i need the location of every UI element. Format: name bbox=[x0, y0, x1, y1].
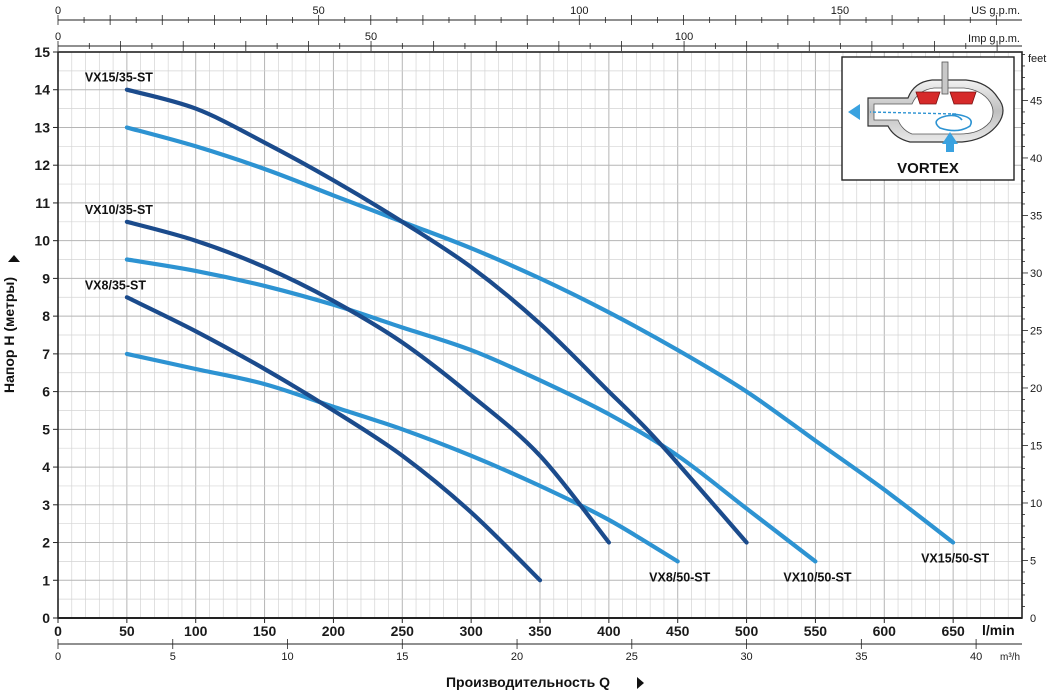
y-axis-arrow-icon bbox=[8, 255, 20, 262]
y-tick-label: 3 bbox=[42, 497, 50, 513]
vortex-label: VORTEX bbox=[897, 160, 959, 177]
secondary-tick-label: 0 bbox=[55, 5, 61, 17]
secondary-tick-label: 100 bbox=[675, 31, 693, 43]
y-tick-label: 12 bbox=[34, 157, 50, 173]
y-tick-label: 6 bbox=[42, 384, 50, 400]
x-tick-label: 450 bbox=[666, 623, 690, 639]
y-tick-label: 11 bbox=[35, 195, 50, 211]
inlet-arrow-icon bbox=[942, 132, 958, 144]
y-tick-label: 13 bbox=[34, 119, 50, 135]
imp-gpm-unit: Imp g.p.m. bbox=[968, 33, 1020, 45]
x-tick-label: 350 bbox=[528, 623, 552, 639]
us-gpm-axis: 0 50 100 150 bbox=[55, 5, 1022, 25]
feet-tick-label: 0 bbox=[1030, 613, 1036, 625]
secondary-tick-label: 10 bbox=[281, 651, 293, 663]
impeller-blade-icon bbox=[915, 91, 941, 105]
imp-gpm-axis: 0 50 100 bbox=[55, 31, 1022, 51]
y-tick-label: 0 bbox=[42, 610, 50, 626]
x-axis-arrow-icon bbox=[637, 677, 644, 689]
curves bbox=[124, 87, 956, 583]
feet-tick-label: 35 bbox=[1030, 210, 1042, 222]
curve-vx15-35-st bbox=[124, 87, 611, 394]
y-tick-label: 4 bbox=[42, 459, 50, 475]
secondary-tick-label: 25 bbox=[626, 651, 638, 663]
curve-label-vx10-50-st: VX10/50-ST bbox=[783, 570, 851, 584]
x-tick-label: 650 bbox=[941, 623, 965, 639]
curve-label-vx15-50-st: VX15/50-ST bbox=[921, 552, 989, 566]
secondary-tick-label: 100 bbox=[570, 5, 588, 17]
feet-tick-label: 15 bbox=[1030, 440, 1042, 452]
secondary-tick-label: 5 bbox=[170, 651, 176, 663]
y-tick-label: 2 bbox=[42, 535, 50, 551]
x-tick-label: 0 bbox=[54, 623, 62, 639]
feet-tick-label: 10 bbox=[1030, 498, 1042, 510]
curve-vx8-50-st bbox=[124, 351, 680, 564]
secondary-tick-label: 0 bbox=[55, 31, 61, 43]
curve-label-vx15-35-st: VX15/35-ST bbox=[85, 71, 153, 85]
x-tick-label: 600 bbox=[873, 623, 897, 639]
curve-label-vx8-50-st: VX8/50-ST bbox=[649, 570, 711, 584]
secondary-tick-label: 15 bbox=[396, 651, 408, 663]
secondary-tick-label: 0 bbox=[55, 651, 61, 663]
feet-tick-label: 5 bbox=[1030, 555, 1036, 567]
feet-axis: 0 5 10 15 20 25 30 35 40 45 bbox=[1022, 54, 1042, 625]
m3h-axis: 0 5 10 15 20 25 30 35 40 bbox=[55, 639, 1022, 663]
curve-vx10-35-st bbox=[124, 219, 611, 545]
curve-labels: VX15/35-ST VX10/35-ST VX8/35-ST VX8/50-ST VX… bbox=[85, 71, 990, 585]
outlet-arrow-icon bbox=[848, 104, 860, 120]
secondary-tick-label: 35 bbox=[855, 651, 867, 663]
y-tick-label: 15 bbox=[34, 44, 50, 60]
y-tick-label: 7 bbox=[42, 346, 50, 362]
y-tick-label: 1 bbox=[42, 572, 50, 588]
feet-tick-label: 25 bbox=[1030, 325, 1042, 337]
secondary-tick-label: 40 bbox=[970, 651, 982, 663]
x-tick-label: 400 bbox=[597, 623, 621, 639]
y-tick-label: 8 bbox=[42, 308, 50, 324]
y-tick-label: 5 bbox=[42, 421, 50, 437]
y-tick-label: 14 bbox=[34, 82, 50, 98]
flow-line-icon bbox=[869, 111, 957, 115]
x-tick-label: 200 bbox=[322, 623, 346, 639]
us-gpm-unit: US g.p.m. bbox=[971, 5, 1020, 17]
impeller-blade-icon bbox=[949, 91, 977, 105]
x-tick-label: 150 bbox=[253, 623, 277, 639]
secondary-tick-label: 30 bbox=[740, 651, 752, 663]
y-tick-label: 9 bbox=[42, 270, 50, 286]
y-axis-title: Напор H (метры) bbox=[1, 277, 17, 393]
x-tick-label: 500 bbox=[735, 623, 759, 639]
x-tick-label: 300 bbox=[459, 623, 483, 639]
x-tick-label: 550 bbox=[804, 623, 828, 639]
secondary-tick-label: 50 bbox=[365, 31, 377, 43]
x-axis-title: Производительность Q bbox=[446, 674, 610, 690]
secondary-tick-label: 150 bbox=[831, 5, 849, 17]
x-tick-label: 100 bbox=[184, 623, 208, 639]
feet-tick-label: 40 bbox=[1030, 153, 1042, 165]
curve-label-vx8-35-st: VX8/35-ST bbox=[85, 278, 147, 292]
vortex-swirl-icon bbox=[935, 113, 972, 132]
vortex-inset: VORTEX bbox=[841, 56, 1015, 181]
x-tick-label: 50 bbox=[119, 623, 135, 639]
feet-tick-label: 30 bbox=[1030, 268, 1042, 280]
x-tick-labels: 0 50 100 150 200 250 300 350 400 450 500 550 600 650 bbox=[54, 618, 965, 639]
curve-vx10-50-st bbox=[124, 257, 818, 564]
feet-unit: feet bbox=[1028, 53, 1046, 65]
x-unit-label: l/min bbox=[982, 622, 1015, 638]
secondary-tick-label: 20 bbox=[511, 651, 523, 663]
curve-vx15-50-st bbox=[124, 125, 956, 545]
pump-shaft-icon bbox=[941, 61, 949, 95]
curve-vx8-35-st bbox=[124, 295, 543, 583]
y-tick-label: 10 bbox=[34, 233, 50, 249]
feet-tick-label: 45 bbox=[1030, 95, 1042, 107]
x-tick-label: 250 bbox=[391, 623, 415, 639]
m3h-unit: m³/h bbox=[1000, 652, 1020, 663]
curve-vx15-35-st bbox=[606, 389, 749, 545]
feet-tick-label: 20 bbox=[1030, 383, 1042, 395]
secondary-tick-label: 50 bbox=[313, 5, 325, 17]
curve-label-vx10-35-st: VX10/35-ST bbox=[85, 203, 153, 217]
